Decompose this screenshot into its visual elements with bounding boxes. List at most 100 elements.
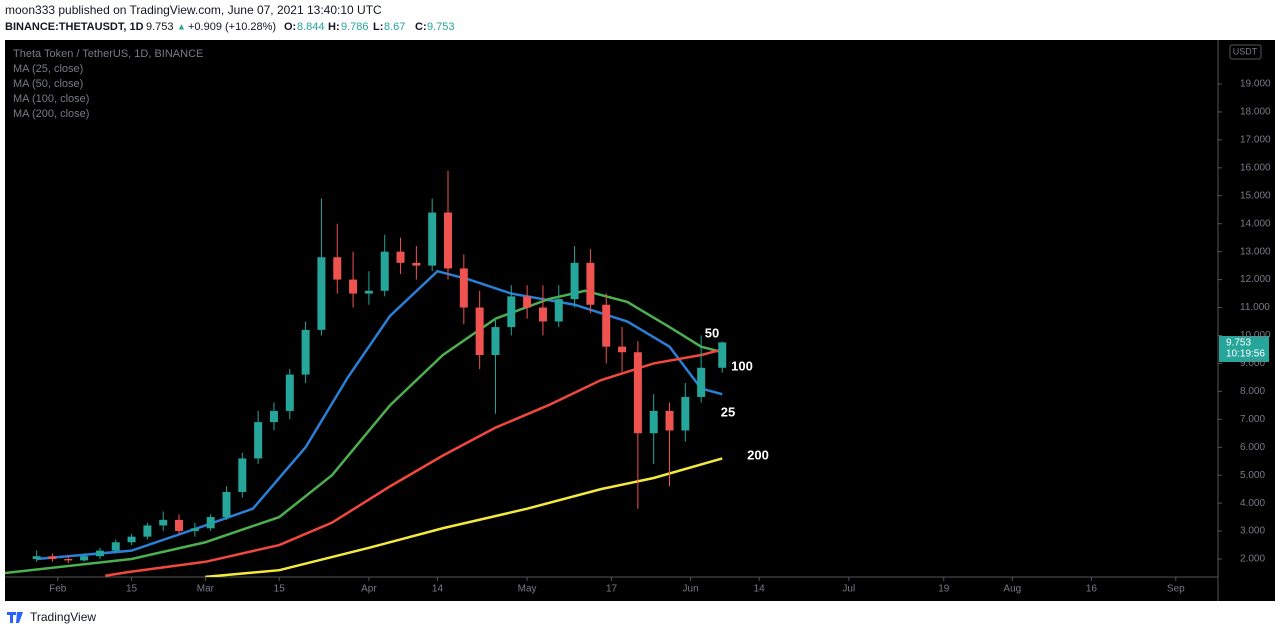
candle-body <box>380 251 389 291</box>
legend-entry: MA (200, close) <box>13 108 89 120</box>
candle-body <box>586 262 595 305</box>
footer[interactable]: TradingView <box>30 610 96 624</box>
candle-body <box>364 290 373 294</box>
x-tick-label: 14 <box>432 584 444 595</box>
chart-background <box>5 40 1275 601</box>
candle-body <box>396 251 405 263</box>
candle-body <box>285 374 294 411</box>
candle-body <box>444 212 453 269</box>
candle-body <box>491 327 500 356</box>
candle-body <box>206 517 215 529</box>
y-tick-label: 15.000 <box>1240 190 1271 201</box>
y-tick-label: 13.000 <box>1240 246 1271 257</box>
o-label: O: <box>284 21 296 33</box>
candle-body <box>697 367 706 397</box>
candle-body <box>428 212 437 266</box>
y-tick-label: 8.000 <box>1240 386 1265 397</box>
ma-line <box>5 289 723 575</box>
candle-body <box>459 268 468 308</box>
candle-body <box>649 410 658 434</box>
candle-body <box>718 342 727 368</box>
candle-body <box>317 257 326 330</box>
y-tick-label: 19.000 <box>1240 79 1271 90</box>
x-tick-label: Jul <box>842 584 855 595</box>
ma-annotation: 25 <box>721 404 735 419</box>
candle-body <box>618 346 627 353</box>
tv-logo[interactable]: TradingView <box>7 610 96 624</box>
ma-annotation: 50 <box>705 325 719 340</box>
x-tick-label: 15 <box>274 584 286 595</box>
candle-body <box>602 304 611 347</box>
candle-body <box>681 396 690 431</box>
candle-body <box>80 556 89 561</box>
currency-box[interactable] <box>1229 44 1262 60</box>
ma-line <box>105 348 723 577</box>
y-tick-label: 2.000 <box>1240 554 1265 565</box>
y-tick-label: 5.000 <box>1240 470 1265 481</box>
h-label: H: <box>328 21 340 33</box>
ma-annotation: 100 <box>731 358 753 373</box>
candle-body <box>665 410 674 431</box>
y-tick-label: 18.000 <box>1240 107 1271 118</box>
x-tick-label: Aug <box>1003 584 1021 595</box>
y-tick-label: 16.000 <box>1240 162 1271 173</box>
candle-body <box>475 307 484 356</box>
l-label: L: <box>373 21 383 33</box>
arrow: ▲ <box>177 21 186 31</box>
legend-entry: MA (100, close) <box>13 93 89 105</box>
price-tag <box>1219 336 1269 362</box>
candle-body <box>222 491 231 518</box>
currency[interactable]: USDT <box>1233 46 1258 56</box>
c-label: C: <box>415 21 427 33</box>
candle-body <box>143 525 152 537</box>
ma-line <box>36 269 723 561</box>
legend-entry: MA (50, close) <box>13 78 83 90</box>
x-tick-label: 17 <box>606 584 618 595</box>
x-tick-label: May <box>518 584 537 595</box>
candle-body <box>238 458 247 492</box>
y-tick-label: 17.000 <box>1240 135 1271 146</box>
symbol: BINANCE:THETAUSDT, 1D <box>5 21 144 33</box>
candle-body <box>159 519 168 526</box>
candle-body <box>633 352 642 434</box>
candle-body <box>269 410 278 423</box>
candle-body <box>64 559 73 561</box>
y-tick-label: 14.000 <box>1240 218 1271 229</box>
x-tick-label: Jun <box>683 584 699 595</box>
last: 9.753 <box>146 21 174 33</box>
candle-body <box>95 550 104 557</box>
x-tick-label: 19 <box>938 584 950 595</box>
x-tick-label: Apr <box>361 584 377 595</box>
y-tick-label: 10.000 <box>1240 330 1271 341</box>
candle-body <box>127 536 136 543</box>
l-value: 8.67 <box>384 21 405 33</box>
candle-body <box>175 519 184 532</box>
y-tick-label: 9.000 <box>1240 358 1265 369</box>
c-value: 9.753 <box>427 21 455 33</box>
candle-body <box>523 296 532 308</box>
candle-body <box>554 299 563 322</box>
candle-body <box>570 262 579 300</box>
candle-body <box>301 329 310 375</box>
publish-line: moon333 published on TradingView.com, Ju… <box>5 3 382 17</box>
candle-body <box>412 262 421 266</box>
plot <box>5 170 727 577</box>
y-tick-label: 12.000 <box>1240 274 1271 285</box>
y-tick-label: 11.000 <box>1240 302 1270 313</box>
legend-entry: MA (25, close) <box>13 63 83 75</box>
x-tick-label: 15 <box>126 584 138 595</box>
x-tick-label: Mar <box>197 584 215 595</box>
candle-body <box>507 296 516 328</box>
price-tag-value: 9.753 <box>1226 338 1251 349</box>
x-tick-label: 16 <box>1086 584 1098 595</box>
x-tick-label: Sep <box>1167 584 1185 595</box>
candle-body <box>32 556 41 560</box>
candle-body <box>48 556 57 560</box>
y-tick-label: 4.000 <box>1240 498 1265 509</box>
x-tick-label: 14 <box>754 584 766 595</box>
countdown: 10:19:56 <box>1226 349 1265 360</box>
candle-body <box>333 257 342 280</box>
o-value: 8.844 <box>297 21 325 33</box>
x-tick-label: Feb <box>49 584 67 595</box>
